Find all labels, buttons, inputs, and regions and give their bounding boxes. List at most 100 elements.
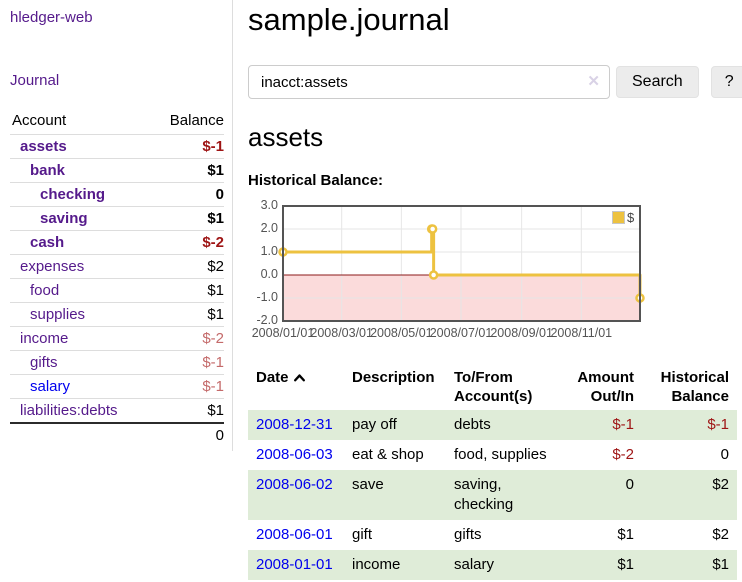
account-link[interactable]: gifts: [30, 354, 58, 371]
y-axis-tick-label: 3.0: [260, 198, 278, 212]
accounts-table-header: Account Balance: [10, 110, 224, 134]
account-balance: $2: [207, 258, 224, 275]
transaction-description: gift: [352, 526, 373, 543]
transaction-amount: $1: [617, 526, 634, 543]
transaction-amount: $-1: [612, 416, 634, 433]
account-balance: $1: [207, 282, 224, 299]
account-heading: assets: [248, 122, 324, 152]
account-link[interactable]: bank: [30, 162, 66, 179]
transaction-accounts: food, supplies: [454, 446, 547, 463]
transaction-date-link[interactable]: 2008-06-02: [256, 476, 333, 493]
transaction-balance: $1: [712, 556, 729, 573]
search-input[interactable]: [248, 65, 610, 99]
register-header-date[interactable]: Date: [248, 364, 344, 410]
x-axis-tick-label: 2008/07/01: [429, 326, 493, 340]
help-button[interactable]: ?: [710, 66, 742, 98]
account-row: gifts $-1: [10, 350, 224, 374]
register-row: 2008-06-02 save saving, checking 0 $2: [248, 470, 737, 520]
account-row: assets $-1: [10, 134, 224, 158]
transaction-balance: $2: [712, 526, 729, 543]
transaction-description: pay off: [352, 416, 397, 433]
y-axis-tick-label: 1.0: [260, 244, 278, 258]
account-row: salary $-1: [10, 374, 224, 398]
account-row: checking 0: [10, 182, 224, 206]
account-link[interactable]: liabilities:debts: [20, 402, 118, 419]
account-link[interactable]: checking: [40, 186, 106, 203]
sort-ascending-icon: [293, 369, 306, 388]
account-row: saving $1: [10, 206, 224, 230]
sidebar: hledger-web Journal Account Balance asse…: [0, 0, 233, 451]
account-row: expenses $2: [10, 254, 224, 278]
account-link[interactable]: income: [20, 330, 69, 347]
search-form: ✕ Search ?: [248, 65, 742, 99]
page-title: sample.journal: [248, 2, 450, 37]
search-input-wrap: ✕: [248, 65, 610, 99]
register-header-amount[interactable]: Amount Out/In: [577, 369, 634, 405]
register-header-description[interactable]: Description: [352, 369, 435, 386]
account-balance: $1: [207, 306, 224, 323]
accounts-header-account: Account: [12, 112, 67, 129]
legend-swatch-icon: [612, 211, 625, 224]
account-balance: $-1: [202, 378, 224, 395]
chart-canvas: [278, 205, 645, 322]
register-header-date-label: Date: [256, 369, 289, 386]
account-balance: $-2: [202, 234, 224, 251]
chart-legend: $: [610, 210, 637, 225]
register-header-accounts[interactable]: To/From Account(s): [454, 369, 533, 405]
register-header-balance[interactable]: Historical Balance: [660, 369, 729, 405]
account-row: food $1: [10, 278, 224, 302]
transaction-date-link[interactable]: 2008-06-03: [256, 446, 333, 463]
register-row: 2008-01-01 income salary $1 $1: [248, 550, 737, 580]
register-rows: 2008-12-31 pay off debts $-1 $-1 2008-06-03 ea…: [248, 410, 737, 580]
x-axis-tick-label: 2008/09/01: [490, 326, 553, 340]
account-link[interactable]: assets: [20, 138, 67, 155]
accounts-table: Account Balance assets $-1 bank $1 checking 0…: [10, 110, 224, 447]
accounts-total-row: 0: [10, 422, 224, 447]
sidebar-item-journal[interactable]: Journal: [10, 72, 60, 89]
register-row: 2008-06-01 gift gifts $1 $2: [248, 520, 737, 550]
account-balance: $-1: [202, 354, 224, 371]
x-axis-tick-label: 2008/11/01: [550, 326, 613, 340]
app-title-link[interactable]: hledger-web: [10, 9, 93, 26]
transaction-balance: $2: [712, 476, 729, 493]
accounts-total-value: 0: [215, 427, 224, 444]
accounts-header-balance: Balance: [169, 112, 224, 129]
transaction-date-link[interactable]: 2008-12-31: [256, 416, 333, 433]
x-axis-tick-label: 2008/01/01: [251, 326, 315, 340]
account-rows: assets $-1 bank $1 checking 0 saving $1 cash $-2 e…: [10, 134, 224, 422]
account-balance: $-2: [202, 330, 224, 347]
account-row: bank $1: [10, 158, 224, 182]
account-row: income $-2: [10, 326, 224, 350]
transaction-amount: 0: [625, 476, 634, 493]
x-axis-tick-label: 2008/03/01: [310, 326, 373, 340]
account-balance: $1: [207, 402, 224, 419]
y-axis-tick-label: -2.0: [256, 313, 278, 327]
historical-balance-chart: 3.0 2.0 1.0 0.0 -1.0 -2.0 2008/01/01 2008/03/01…: [248, 198, 668, 344]
legend-label: $: [627, 210, 635, 225]
account-balance: $-1: [202, 138, 224, 155]
clear-search-icon[interactable]: ✕: [587, 73, 600, 90]
account-link[interactable]: expenses: [20, 258, 85, 275]
y-axis-tick-label: 2.0: [260, 221, 278, 235]
account-row: liabilities:debts $1: [10, 398, 224, 422]
register-table: Date Description To/From Account(s) Amou…: [248, 364, 737, 580]
account-link[interactable]: saving: [40, 210, 88, 227]
account-link[interactable]: salary: [30, 378, 71, 395]
y-axis-tick-label: -1.0: [256, 290, 278, 304]
account-link[interactable]: supplies: [30, 306, 86, 323]
x-axis-tick-label: 2008/05/01: [370, 326, 433, 340]
transaction-description: income: [352, 556, 401, 573]
account-link[interactable]: food: [30, 282, 60, 299]
transaction-amount: $1: [617, 556, 634, 573]
register-header-row: Date Description To/From Account(s) Amou…: [248, 364, 737, 410]
transaction-description: eat & shop: [352, 446, 424, 463]
account-row: cash $-2: [10, 230, 224, 254]
account-link[interactable]: cash: [30, 234, 65, 251]
transaction-date-link[interactable]: 2008-01-01: [256, 556, 333, 573]
transaction-date-link[interactable]: 2008-06-01: [256, 526, 333, 543]
account-balance: 0: [215, 186, 224, 203]
account-balance: $1: [207, 210, 224, 227]
search-button[interactable]: Search: [616, 66, 699, 98]
transaction-balance: 0: [720, 446, 729, 463]
